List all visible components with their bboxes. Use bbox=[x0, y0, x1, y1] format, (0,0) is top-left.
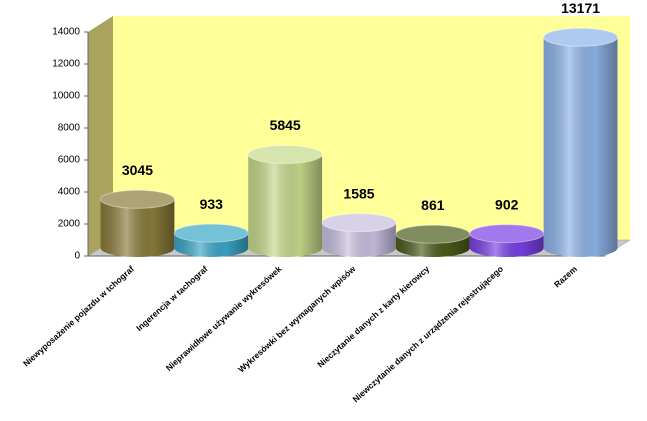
bar-top bbox=[247, 144, 323, 164]
y-tick-label: 14000 bbox=[52, 27, 80, 38]
value-label: 3045 bbox=[122, 162, 153, 178]
bar-shade bbox=[248, 154, 323, 257]
bar-top bbox=[100, 189, 175, 209]
value-label: 861 bbox=[421, 197, 445, 213]
value-label: 1585 bbox=[343, 185, 374, 201]
x-tick-label: Wykresówki bez wymaganych wpisów bbox=[236, 263, 358, 374]
bar-top bbox=[543, 27, 618, 47]
bar-group bbox=[469, 224, 545, 257]
y-tick-label: 12000 bbox=[52, 59, 80, 70]
y-tick-label: 2000 bbox=[58, 219, 81, 230]
bar-top bbox=[321, 213, 397, 233]
bar-top-shine bbox=[174, 224, 249, 243]
x-tick-label: Niewczytanie danych z urządzenia rejestr… bbox=[351, 264, 505, 405]
bar-group bbox=[543, 27, 618, 257]
bar-group bbox=[173, 223, 249, 257]
value-label: 5845 bbox=[270, 117, 301, 133]
x-tick-label: Niewyposażenie pojazdu w tchograf bbox=[21, 264, 136, 369]
bar-shade bbox=[322, 222, 396, 257]
bar-shade bbox=[543, 37, 618, 257]
bar-group bbox=[247, 144, 323, 257]
bar-shade bbox=[100, 199, 175, 257]
bar-group bbox=[100, 189, 175, 257]
y-tick-label: 4000 bbox=[58, 187, 81, 198]
x-tick-label: Razem bbox=[552, 263, 579, 289]
bar-shade bbox=[469, 233, 544, 257]
y-tick-label: 8000 bbox=[58, 123, 81, 134]
bar-shade bbox=[395, 234, 470, 257]
back-wall bbox=[113, 16, 630, 240]
value-label: 13171 bbox=[561, 0, 600, 16]
bar-top-shine bbox=[322, 213, 396, 232]
bar-top-shine bbox=[469, 224, 544, 243]
y-tick-label: 6000 bbox=[58, 155, 81, 166]
bar-top-shine bbox=[248, 145, 323, 164]
bar-group bbox=[321, 213, 397, 257]
bar-top-shine bbox=[543, 28, 618, 47]
x-tick-label: Ingerencja w tachograf bbox=[134, 264, 210, 333]
bar-top-shine bbox=[100, 190, 175, 209]
bar-group bbox=[395, 224, 471, 257]
x-tick-label: Nieprawidłowe używanie wykresówek bbox=[164, 264, 284, 373]
bar-shade bbox=[174, 233, 249, 257]
bar-top-shine bbox=[395, 225, 470, 244]
value-label: 933 bbox=[200, 196, 224, 212]
y-tick-label: 10000 bbox=[52, 91, 80, 102]
value-label: 902 bbox=[495, 196, 519, 212]
y-tick-label: 0 bbox=[74, 251, 80, 262]
